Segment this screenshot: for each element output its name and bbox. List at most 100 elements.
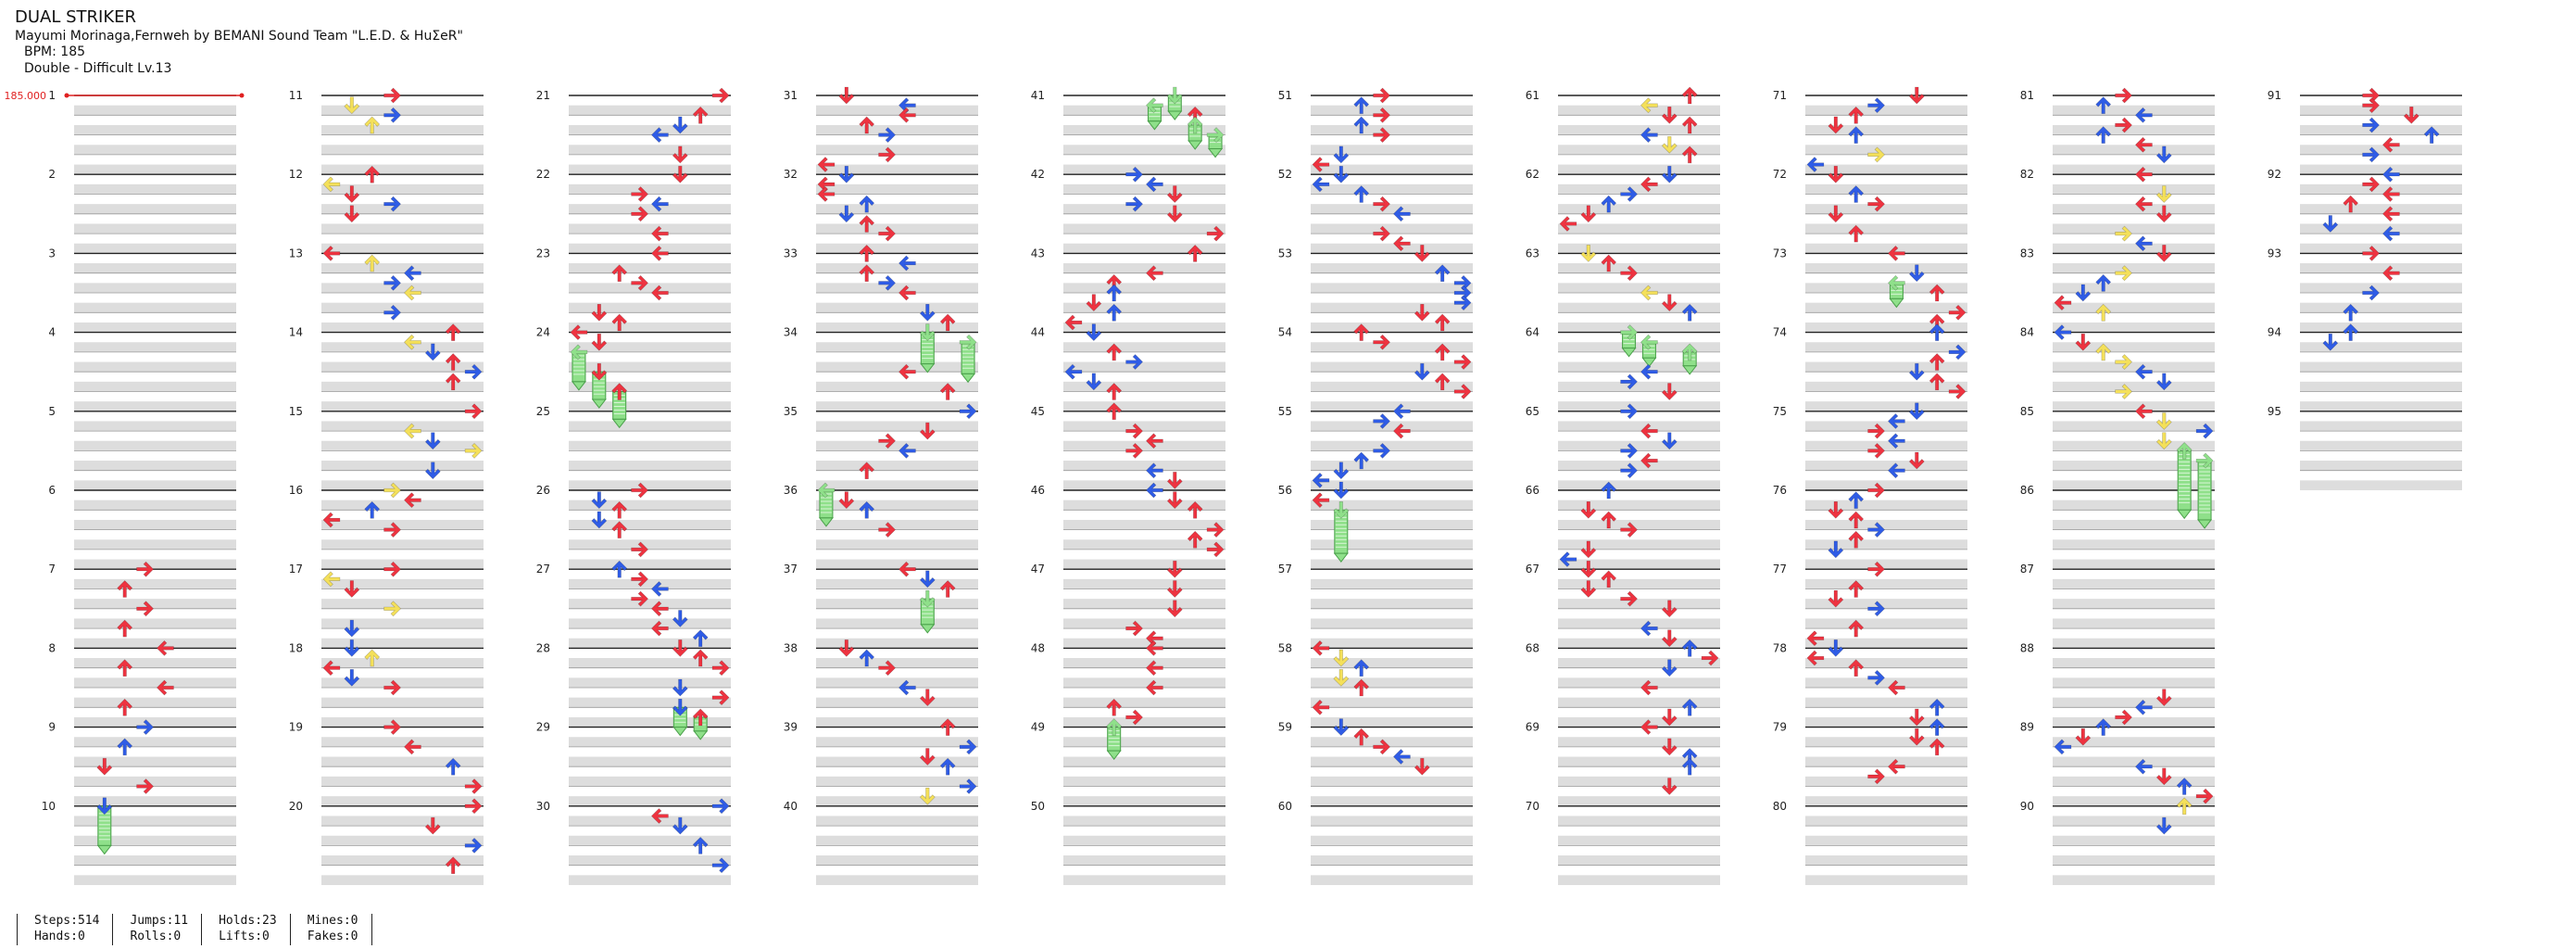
left-arrow-icon: [651, 127, 669, 144]
measure-number: 8: [48, 641, 56, 654]
beat-band: [1063, 756, 1225, 767]
beat-band: [2053, 677, 2215, 688]
beat-band: [74, 658, 236, 668]
right-arrow-icon: [464, 837, 483, 854]
measure-number: 40: [784, 800, 798, 813]
measure-number: 51: [1278, 89, 1292, 102]
left-arrow-icon: [2054, 324, 2072, 341]
right-arrow-icon: [1373, 442, 1390, 459]
beat-band: [321, 638, 484, 649]
measure-number: 7: [48, 563, 56, 576]
up-arrow-icon: [1929, 353, 1945, 371]
song-header: DUAL STRIKER Mayumi Morinaga,Fernweh by …: [15, 7, 463, 77]
beat-band: [1558, 816, 1720, 827]
bpm-label: 185.000: [5, 90, 47, 102]
measure-number: 32: [784, 168, 798, 181]
beat-band: [2053, 342, 2215, 352]
right-arrow-icon: [878, 660, 896, 677]
beat-band: [816, 302, 978, 313]
down-arrow-icon: [344, 185, 360, 203]
up-arrow-icon: [1106, 303, 1123, 322]
right-arrow-icon: [878, 146, 896, 163]
down-arrow-icon: [2403, 107, 2419, 124]
measure: 80: [1773, 800, 1967, 885]
beat-band: [816, 381, 978, 392]
right-arrow-icon: [2115, 354, 2132, 370]
beat-band: [1558, 461, 1720, 471]
beat-band: [569, 243, 731, 254]
left-arrow-icon: [1806, 630, 1825, 647]
down-arrow-icon: [1333, 718, 1350, 737]
measure: 76: [1773, 484, 1967, 570]
down-arrow-icon: [1908, 708, 1925, 727]
down-arrow-icon: [919, 787, 936, 805]
beat-band: [74, 816, 236, 827]
right-arrow-icon: [2362, 146, 2380, 163]
beat-band: [1558, 145, 1720, 155]
beat-band: [569, 183, 731, 195]
up-arrow-icon: [1681, 639, 1698, 657]
beat-band: [321, 283, 484, 293]
measure-number: 93: [2268, 247, 2281, 259]
right-arrow-icon: [1620, 462, 1638, 479]
beat-band: [321, 599, 484, 609]
down-arrow-icon: [919, 589, 936, 608]
beat-band: [74, 243, 236, 254]
down-arrow-icon: [919, 303, 936, 322]
up-arrow-icon: [1929, 738, 1945, 756]
beat-band: [1063, 243, 1225, 254]
measure: 29: [536, 721, 731, 806]
hold-tail: [818, 517, 834, 527]
beat-band: [1063, 263, 1225, 273]
beat-band: [816, 440, 978, 451]
up-arrow-icon: [117, 738, 133, 756]
right-arrow-icon: [959, 739, 977, 755]
beat-band: [569, 164, 731, 175]
left-arrow-icon: [651, 225, 669, 242]
up-arrow-icon: [2423, 126, 2440, 144]
beat-band: [1805, 480, 1967, 490]
beat-band: [1805, 658, 1967, 668]
measure: 79: [1773, 721, 1967, 806]
beat-band: [1311, 480, 1473, 490]
beat-band: [2300, 322, 2462, 333]
right-arrow-icon: [2115, 225, 2132, 242]
right-arrow-icon: [959, 403, 977, 420]
left-arrow-icon: [898, 97, 916, 114]
up-arrow-icon: [2095, 303, 2112, 322]
beat-band: [816, 697, 978, 708]
measure: 2: [48, 168, 236, 254]
measure-number: 42: [1031, 168, 1045, 181]
up-arrow-icon: [859, 649, 875, 667]
measure: 19: [289, 721, 484, 806]
left-arrow-icon: [1146, 660, 1163, 677]
up-arrow-icon: [1848, 491, 1865, 509]
beat-band: [2053, 263, 2215, 273]
down-arrow-icon: [1166, 472, 1183, 489]
right-arrow-icon: [878, 522, 896, 538]
beat-band: [74, 401, 236, 411]
right-arrow-icon: [1620, 373, 1638, 390]
beat-band: [1063, 578, 1225, 589]
hold-tail: [1621, 348, 1637, 358]
left-arrow-icon: [2382, 166, 2400, 183]
beat-band: [1805, 421, 1967, 432]
measure-number: 95: [2268, 405, 2281, 418]
down-arrow-icon: [1580, 205, 1597, 223]
beat-band: [569, 697, 731, 708]
down-arrow-icon: [1661, 107, 1678, 124]
beat-band: [1311, 183, 1473, 195]
left-arrow-icon: [2135, 166, 2153, 183]
measure: 22: [536, 168, 731, 254]
beat-band: [1063, 599, 1225, 609]
up-arrow-icon: [692, 836, 709, 854]
beat-band: [1558, 322, 1720, 333]
right-arrow-icon: [1867, 601, 1885, 617]
beat-band: [816, 875, 978, 885]
up-arrow-icon: [2176, 778, 2193, 795]
beat-band: [2053, 539, 2215, 550]
measure-number: 66: [1526, 484, 1539, 497]
right-arrow-icon: [878, 274, 896, 291]
measure: 68: [1526, 641, 1720, 728]
down-arrow-icon: [2155, 185, 2172, 203]
